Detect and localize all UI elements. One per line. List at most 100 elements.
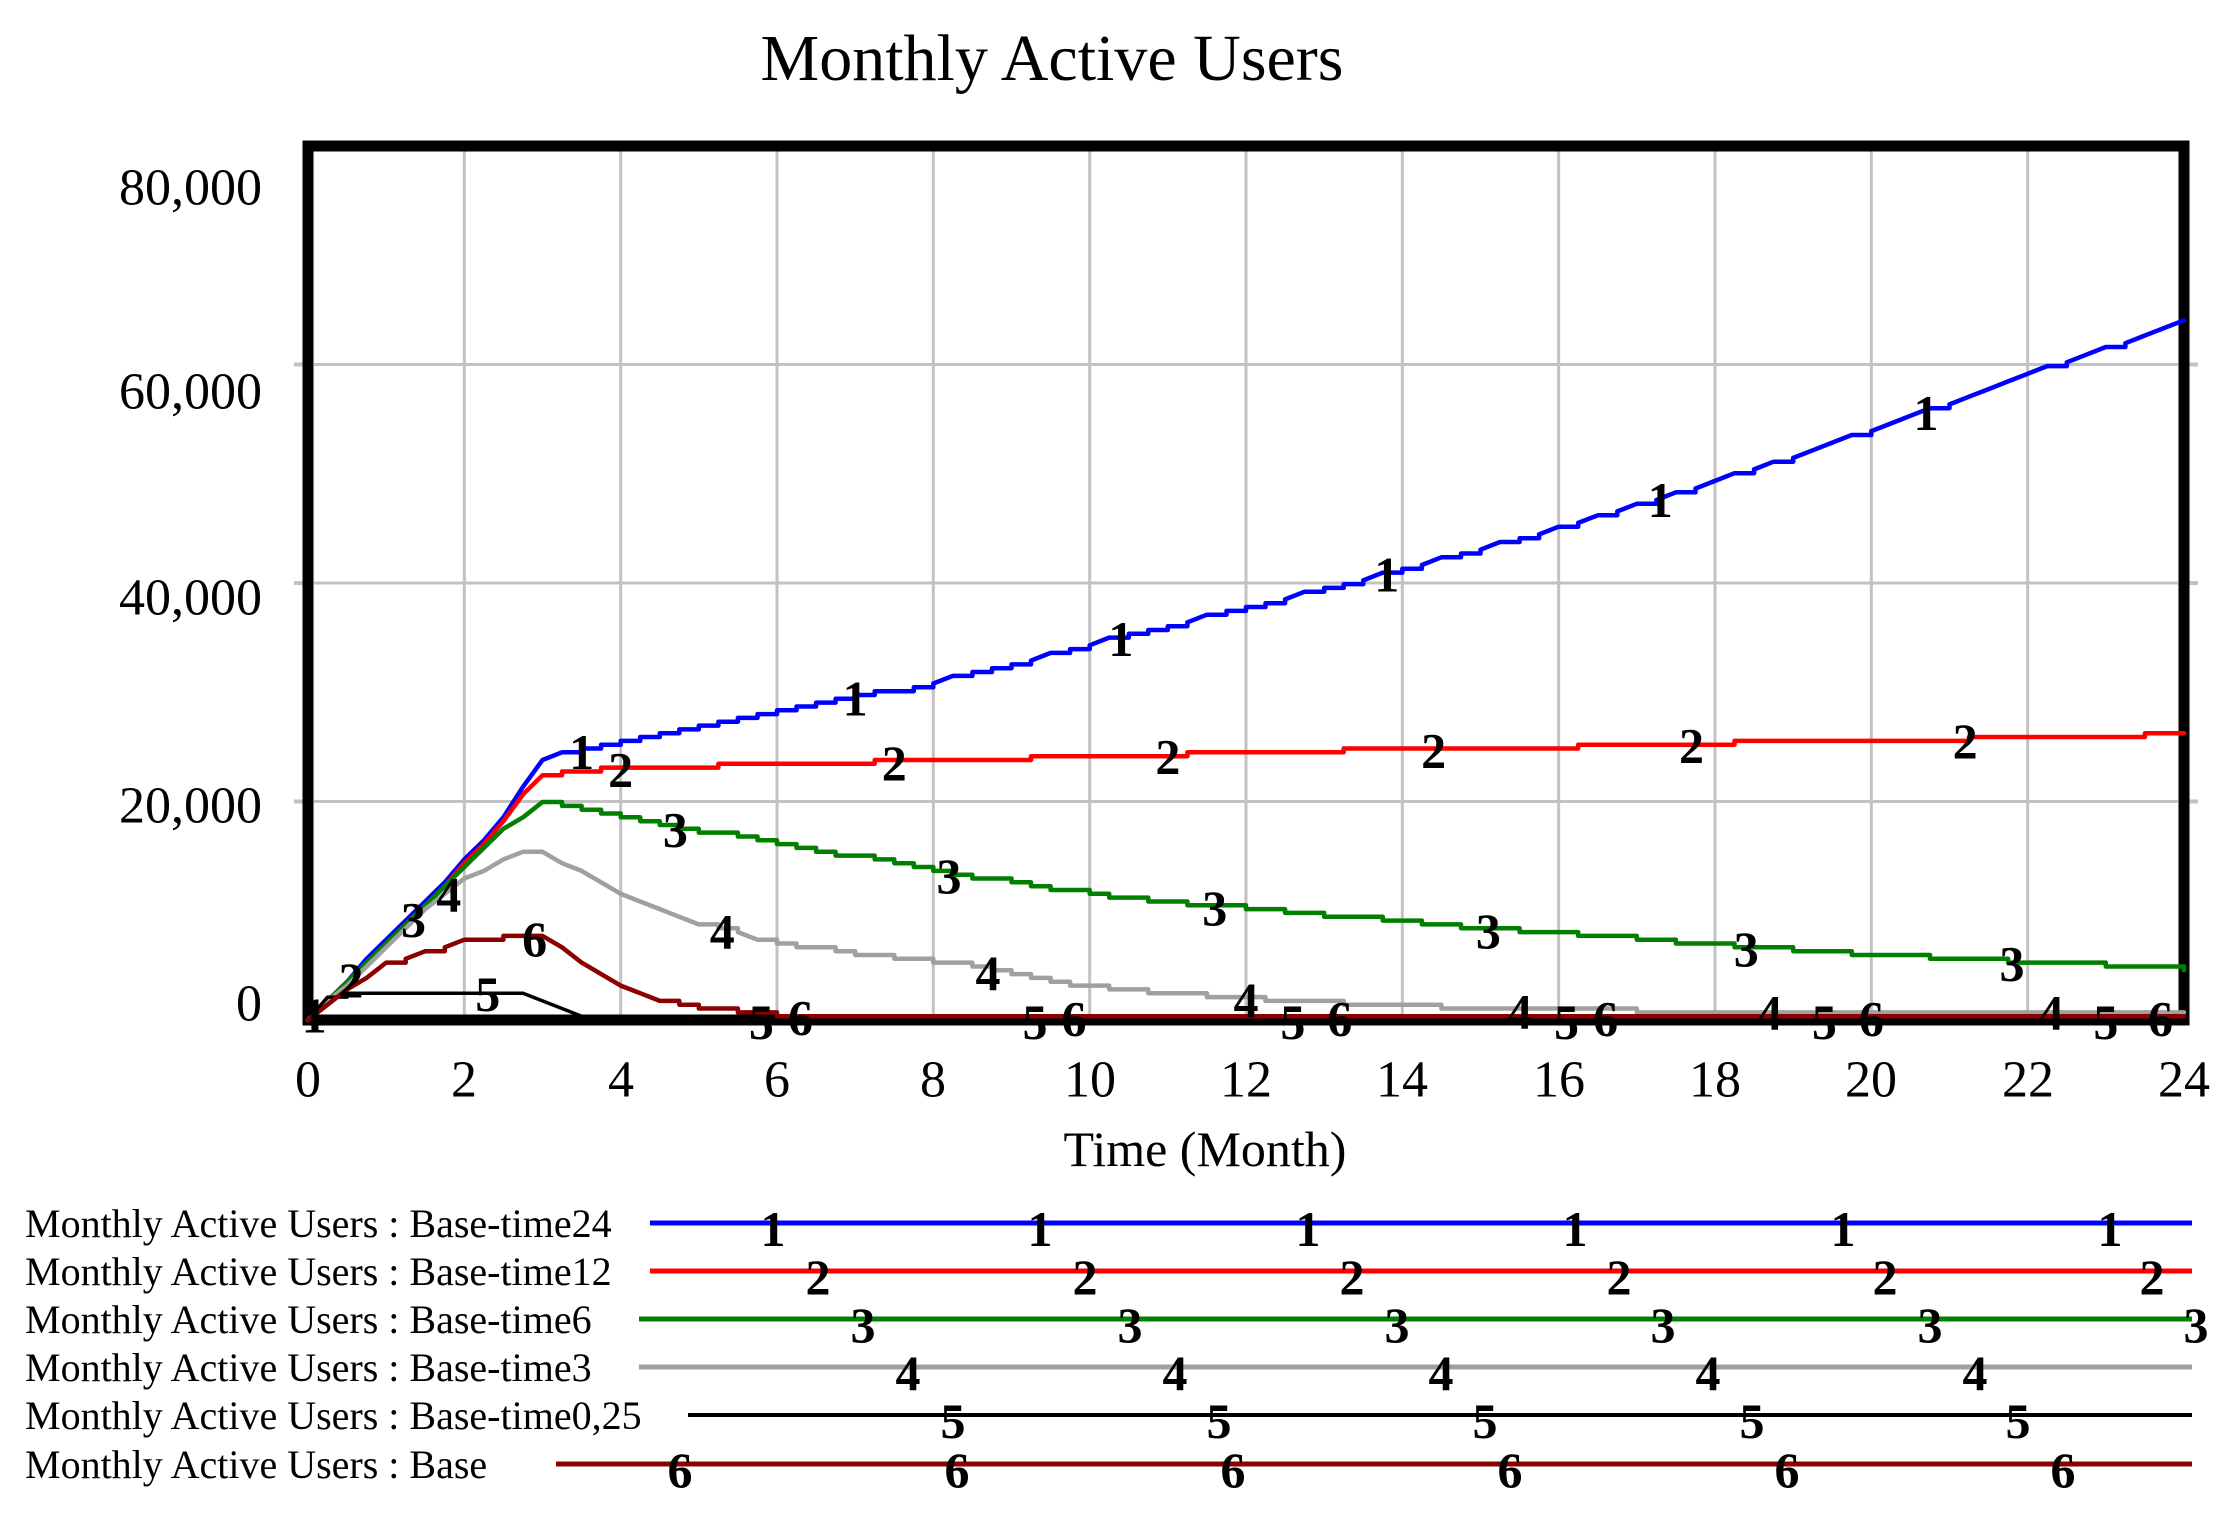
legend-label: Monthly Active Users : Base-time0,25 (25, 1393, 642, 1438)
series-marker-Base-time24: 1 (569, 724, 594, 780)
x-tick-label: 16 (1533, 1052, 1585, 1109)
x-tick-label: 22 (2002, 1052, 2054, 1109)
y-axis: 80,000 60,000 40,000 20,000 0 (119, 160, 262, 1033)
series-marker-Base-time12: 2 (1421, 723, 1446, 779)
legend-marker-Base-time24: 1 (1296, 1201, 1321, 1257)
legend-marker-Base: 6 (945, 1442, 970, 1498)
chart-title: Monthly Active Users (761, 22, 1344, 95)
series-layer (305, 318, 2187, 1023)
x-tick-label: 24 (2158, 1052, 2210, 1109)
series-marker-Base-time6: 3 (1476, 903, 1501, 959)
series-marker-Base: 6 (1327, 991, 1352, 1047)
series-marker-Base-time6: 3 (2000, 935, 2025, 991)
series-marker-Base-time6: 3 (401, 892, 426, 948)
legend-marker-Base-time12: 2 (806, 1249, 831, 1305)
legend-marker-Base-time0,25: 5 (2006, 1393, 2031, 1449)
series-marker-Base: 6 (1062, 991, 1087, 1047)
legend-marker-Base-time24: 1 (761, 1201, 786, 1257)
y-tick-label: 20,000 (119, 778, 262, 835)
series-marker-Base-time0,25: 5 (1812, 994, 1837, 1050)
x-tick-label: 0 (295, 1052, 321, 1109)
series-marker-Base: 6 (1859, 991, 1884, 1047)
legend-marker-Base-time24: 1 (1831, 1201, 1856, 1257)
legend-marker-Base-time24: 1 (1563, 1201, 1588, 1257)
x-tick-label: 2 (451, 1052, 477, 1109)
series-marker-Base: 6 (1593, 991, 1618, 1047)
legend-marker-Base-time6: 3 (1918, 1297, 1943, 1353)
legend-marker-Base-time12: 2 (1873, 1249, 1898, 1305)
legend-marker-Base-time0,25: 5 (1473, 1393, 1498, 1449)
legend-marker-Base-time3: 4 (1429, 1345, 1454, 1401)
legend-marker-Base-time6: 3 (1385, 1297, 1410, 1353)
legend-marker-Base: 6 (668, 1442, 693, 1498)
legend-label: Monthly Active Users : Base-time12 (25, 1249, 612, 1294)
series-marker-Base-time3: 4 (1507, 983, 1532, 1039)
legend-marker-Base-time12: 2 (1607, 1249, 1632, 1305)
series-marker-Base-time0,25: 5 (749, 994, 774, 1050)
series-marker-Base-time3: 4 (1234, 972, 1259, 1028)
legend-marker-Base-time12: 2 (1073, 1249, 1098, 1305)
y-tick-label: 80,000 (119, 160, 262, 217)
series-marker-Base: 6 (2148, 991, 2173, 1047)
series-marker-Base-time12: 2 (1679, 718, 1704, 774)
series-marker-Base-time24: 1 (1374, 547, 1399, 603)
legend-label: Monthly Active Users : Base-time3 (25, 1345, 592, 1390)
legend-marker-Base-time3: 4 (1696, 1345, 1721, 1401)
legend-marker-Base-time12: 2 (1340, 1249, 1365, 1305)
y-tick-label: 40,000 (119, 570, 262, 627)
x-tick-label: 6 (764, 1052, 790, 1109)
series-marker-Base-time6: 3 (936, 848, 961, 904)
legend-label: Monthly Active Users : Base (25, 1442, 487, 1487)
series-marker-Base-time3: 4 (1757, 985, 1782, 1041)
legend-marker-Base-time3: 4 (1963, 1345, 1988, 1401)
x-tick-label: 8 (920, 1052, 946, 1109)
x-tick-label: 10 (1064, 1052, 1116, 1109)
series-marker-Base-time0,25: 5 (1280, 994, 1305, 1050)
legend: Monthly Active Users : Base-time24 Month… (25, 1201, 2209, 1498)
series-marker-Base-time0,25: 5 (475, 966, 500, 1022)
series-marker-Base: 6 (788, 990, 813, 1046)
series-marker-Base-time24: 1 (1108, 611, 1133, 667)
legend-marker-Base: 6 (2051, 1442, 2076, 1498)
legend-marker-Base-time6: 3 (1651, 1297, 1676, 1353)
series-marker-Base-time12: 2 (1155, 729, 1180, 785)
series-marker-Base-time24: 1 (1914, 385, 1939, 441)
series-line-Base-time0,25 (306, 991, 2186, 1022)
series-line-Base-time3 (305, 849, 2187, 1023)
series-marker-Base-time3: 4 (710, 903, 735, 959)
legend-marker-Base: 6 (1775, 1442, 1800, 1498)
legend-marker-Base: 6 (1221, 1442, 1246, 1498)
series-line-Base (305, 933, 2187, 1023)
series-marker-Base-time0,25: 5 (2093, 994, 2118, 1050)
legend-marker-Base-time0,25: 5 (941, 1393, 966, 1449)
legend-marker-Base-time6: 3 (851, 1297, 876, 1353)
legend-marker-Base-time0,25: 5 (1740, 1393, 1765, 1449)
series-marker-Base-time24: 1 (843, 671, 868, 727)
series-marker-Base-time24: 1 (1648, 472, 1673, 528)
series-marker-Base-time3: 4 (2039, 985, 2064, 1041)
x-tick-label: 18 (1689, 1052, 1741, 1109)
x-tick-label: 14 (1376, 1052, 1428, 1109)
x-axis: 0 2 4 6 8 10 12 14 16 18 20 22 24 (295, 1052, 2210, 1109)
series-marker-Base-time6: 3 (663, 801, 688, 857)
legend-marker-Base-time0,25: 5 (1207, 1393, 1232, 1449)
series-line-Base-time6 (305, 799, 2187, 1023)
series-marker-Base-time0,25: 5 (1022, 994, 1047, 1050)
series-marker-Base-time12: 2 (338, 952, 363, 1008)
y-tick-label: 60,000 (119, 364, 262, 421)
grid-layer (294, 151, 2198, 1015)
series-marker-Base-time6: 3 (1734, 921, 1759, 977)
series-line-Base-time12 (305, 730, 2187, 1023)
series-marker-Base-time3: 4 (976, 945, 1001, 1001)
series-marker-Base: 6 (522, 911, 547, 967)
legend-marker-Base: 6 (1498, 1442, 1523, 1498)
legend-lines-layer: 1 1 1 1 1 12 2 2 2 2 23 3 3 3 3 34 4 4 4 45 5 5 5 56 6 6 6 6 6 (556, 1201, 2209, 1498)
x-axis-title: Time (Month) (1064, 1121, 1347, 1177)
legend-marker-Base-time12: 2 (2140, 1249, 2165, 1305)
series-marker-Base-time24: 1 (302, 988, 327, 1044)
series-line-Base-time24 (305, 318, 2187, 1023)
legend-marker-Base-time3: 4 (1163, 1345, 1188, 1401)
